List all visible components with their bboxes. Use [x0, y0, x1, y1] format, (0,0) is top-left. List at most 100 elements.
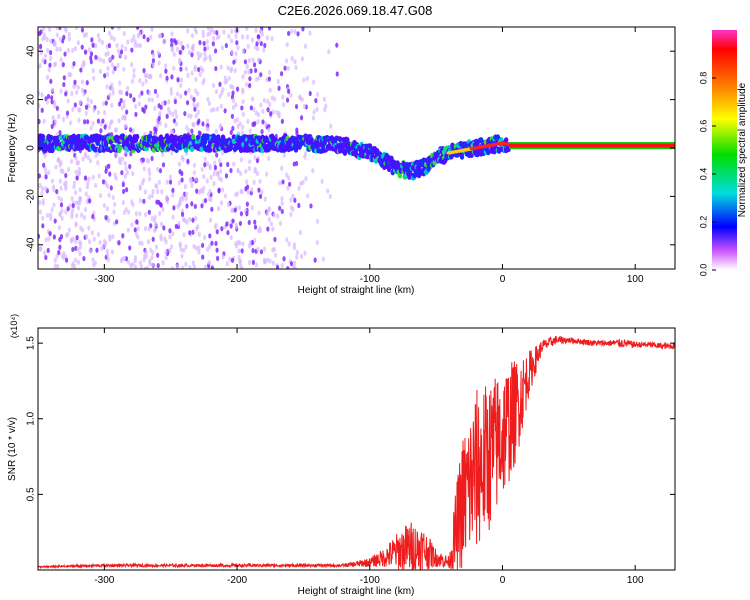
heatmap-cell	[285, 97, 290, 103]
heatmap-cell	[247, 57, 251, 64]
heatmap-cell	[280, 200, 284, 206]
heatmap-cell	[182, 232, 186, 238]
heatmap-cell	[188, 265, 192, 269]
heatmap-cell	[397, 172, 403, 179]
heatmap-cell	[92, 236, 96, 242]
heatmap-cell	[49, 78, 53, 84]
heatmap-cell	[218, 168, 223, 175]
heatmap-cell	[74, 221, 78, 227]
heatmap-cell	[214, 88, 219, 95]
heatmap-cell	[285, 42, 289, 48]
heatmap-cell	[112, 209, 116, 215]
heatmap-cell	[197, 130, 201, 136]
heatmap-cell	[337, 136, 343, 142]
heatmap-cell	[201, 67, 205, 73]
heatmap-cell	[87, 225, 91, 231]
heatmap-cell	[97, 37, 101, 43]
heatmap-cell	[59, 233, 64, 240]
heatmap-cell	[205, 118, 210, 124]
heatmap-cell	[90, 37, 94, 43]
heatmap-y-tick-label: 20	[26, 94, 37, 106]
heatmap-cell	[94, 153, 98, 159]
heatmap-cell	[194, 176, 198, 183]
heatmap-cell	[87, 47, 92, 53]
heatmap-cell	[84, 191, 88, 197]
heatmap-cell	[105, 71, 110, 78]
heatmap-cell	[40, 107, 44, 113]
heatmap-cell	[94, 54, 98, 60]
heatmap-cell	[143, 212, 148, 218]
heatmap-cell	[226, 65, 230, 71]
heatmap-cell	[229, 67, 233, 73]
heatmap-cell	[187, 49, 192, 55]
heatmap-cell	[286, 185, 290, 191]
heatmap-cell	[161, 151, 165, 157]
heatmap-cell	[231, 218, 235, 224]
heatmap-cell	[143, 225, 148, 232]
heatmap-cell	[253, 121, 257, 127]
heatmap-cell	[217, 187, 221, 193]
heatmap-cell	[104, 214, 108, 221]
heatmap-cell	[226, 230, 230, 236]
heatmap-cell	[52, 202, 56, 208]
heatmap-cell	[130, 261, 135, 268]
heatmap-cell	[230, 257, 235, 263]
heatmap-cell	[186, 43, 190, 49]
heatmap-cell	[192, 96, 196, 103]
heatmap-cell	[237, 248, 241, 254]
heatmap-cell	[197, 55, 201, 61]
heatmap-cell	[196, 50, 200, 57]
heatmap-cell	[228, 256, 232, 262]
heatmap-cell	[109, 120, 113, 126]
heatmap-cell	[214, 128, 218, 134]
heatmap-cell	[105, 248, 109, 254]
heatmap-cell	[48, 62, 52, 68]
heatmap-cell	[45, 47, 50, 54]
heatmap-cell	[122, 99, 126, 105]
heatmap-cell	[329, 123, 333, 129]
heatmap-cells	[38, 27, 675, 269]
heatmap-cell	[161, 260, 165, 266]
heatmap-cell	[147, 167, 151, 173]
heatmap-cell	[302, 103, 306, 110]
heatmap-cell	[66, 232, 70, 238]
heatmap-cell	[92, 75, 96, 81]
heatmap-cell	[132, 73, 136, 79]
heatmap-cell	[83, 175, 88, 181]
heatmap-cell	[99, 57, 103, 63]
heatmap-cell	[64, 183, 68, 190]
heatmap-cell	[150, 254, 154, 261]
heatmap-cell	[194, 215, 198, 222]
heatmap-cell	[64, 172, 68, 179]
heatmap-cell	[74, 155, 78, 161]
heatmap-cell	[254, 262, 259, 268]
heatmap-cell	[138, 260, 143, 266]
heatmap-cell	[235, 40, 239, 46]
heatmap-cell	[122, 188, 126, 195]
heatmap-cell	[254, 110, 258, 116]
snr-x-label: Height of straight line (km)	[298, 586, 415, 597]
heatmap-cell	[58, 36, 63, 42]
heatmap-cell	[150, 193, 154, 199]
heatmap-cell	[89, 99, 93, 105]
heatmap-cell	[280, 208, 284, 215]
heatmap-cell	[241, 124, 245, 130]
heatmap-cell	[177, 161, 182, 167]
heatmap-cell	[266, 98, 270, 104]
heatmap-cell	[189, 94, 194, 100]
heatmap-cell	[148, 260, 152, 266]
heatmap-cell	[257, 187, 261, 193]
heatmap-cell	[43, 153, 47, 159]
heatmap-cell	[74, 200, 78, 206]
heatmap-y-tick-label: -40	[26, 237, 37, 252]
heatmap-cell	[162, 225, 166, 231]
heatmap-cell	[165, 179, 169, 185]
heatmap-cell	[47, 236, 51, 242]
heatmap-cell	[128, 127, 133, 133]
heatmap-cell	[127, 209, 131, 215]
heatmap-cell	[253, 224, 258, 230]
heatmap-cell	[88, 198, 92, 204]
heatmap-cell	[130, 37, 134, 44]
heatmap-cell	[177, 221, 181, 227]
heatmap-cell	[38, 182, 42, 189]
